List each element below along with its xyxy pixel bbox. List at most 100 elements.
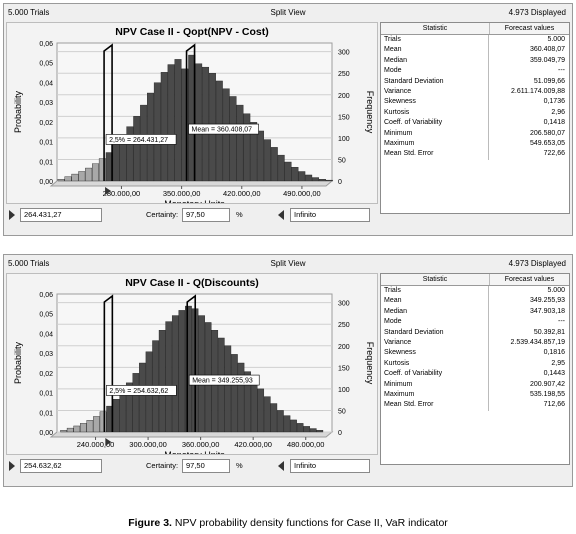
displayed-label: 4.973 Displayed [508,259,566,268]
histogram-bar [80,423,87,433]
histogram-bar [198,315,205,433]
statistic-name: Skewness [381,348,489,359]
statistic-name: Kurtosis [381,107,489,119]
statistics-row: Mode --- [381,66,569,77]
statistics-table: Statistic Forecast values Trials 5.000 Mea… [380,273,570,465]
histogram-bar [160,72,168,182]
percent-label: % [236,210,243,219]
left-tick-label: 0,01 [39,140,53,147]
histogram-bar [325,179,333,182]
x-tick-label: 280.000,00 [103,189,141,198]
left-tick-label: 0,03 [39,351,53,358]
statistic-name: Maximum [381,389,489,401]
histogram-bar [244,371,251,433]
right-tick-label: 200 [338,344,350,351]
statistics-row: Median 359.049,79 [381,55,569,67]
statistic-value: 0,1816 [543,349,565,357]
right-tick-label: 150 [338,114,350,121]
forecast-values-column-header: Forecast values [504,25,555,32]
split-view-label[interactable]: Split View [270,259,306,268]
histogram-bar [71,173,79,182]
split-view-label[interactable]: Split View [270,8,306,17]
statistic-value: 2.539.434.857,19 [510,338,566,346]
right-grabber-icon[interactable] [278,461,284,471]
right-tick-label: 50 [338,157,346,164]
statistic-name: Variance [381,337,489,349]
chart-title: NPV Case II - Qopt(NPV - Cost) [115,26,268,38]
statistic-column-header: Statistic [381,23,490,34]
statistic-value: 722,66 [543,150,565,158]
mean-marker [186,294,197,432]
certainty-input[interactable]: 97,50 [182,208,230,222]
histogram-bar [178,310,186,433]
cutoff-annotation-text: 2,5% = 254.632,62 [109,388,168,395]
statistics-row: Skewness 0,1816 [381,348,569,359]
histogram-bar [290,419,297,433]
statistic-name: Standard Deviation [381,76,489,87]
histogram-bar [133,116,141,182]
histogram-bar [195,63,203,182]
mean-annotation-text: Mean = 360.408,07 [192,127,253,134]
displayed-label: 4.973 Displayed [508,8,566,17]
statistics-rows: Trials 5.000 Mean 360.408,07 Median 359.049,7… [381,35,569,160]
left-tick-label: 0,02 [39,371,53,378]
statistic-value: 50.392,81 [533,328,565,336]
certainty-input[interactable]: 97,50 [182,459,230,473]
histogram-bar [309,428,317,433]
statistic-name: Median [381,55,489,67]
left-tick-label: 0,01 [39,159,53,166]
lower-bound-input[interactable]: 254.632,62 [20,459,102,473]
statistic-name: Mean [381,296,489,307]
lower-bound-input[interactable]: 264.431,27 [20,208,102,222]
certainty-label: Certainty: [146,461,179,470]
left-grabber-icon[interactable] [9,210,15,220]
upper-bound-input[interactable]: Infinito [290,459,370,473]
histogram-bar [236,104,244,182]
left-tick-label: 0,00 [39,430,53,437]
cutoff-annotation-text: 2,5% = 264.431,27 [109,137,168,144]
right-tick-label: 250 [338,322,350,329]
histogram-bar [78,171,86,182]
left-grabber-icon[interactable] [9,461,15,471]
statistics-row: Coeff. of Variability 0,1418 [381,118,569,129]
statistics-row: Mean 349.255,93 [381,296,569,307]
histogram-bar [296,423,304,433]
right-tick-label: 100 [338,387,350,394]
forecast-values-column-header: Forecast values [504,276,555,283]
statistics-rows: Trials 5.000 Mean 349.255,93 Median 347.903,1… [381,286,569,411]
right-grabber-icon[interactable] [278,210,284,220]
upper-bound-input[interactable]: Infinito [290,208,370,222]
statistic-name: Minimum [381,128,489,139]
statistics-row: Mean 360.408,07 [381,45,569,56]
statistics-row: Mean Std. Error 712,66 [381,400,569,411]
statistics-row: Trials 5.000 [381,35,569,46]
right-tick-label: 300 [338,301,350,308]
histogram-bar [298,171,306,182]
histogram-bar [153,82,161,182]
histogram-bar [57,179,65,182]
statistics-header: Statistic Forecast values [381,274,569,286]
statistics-header: Statistic Forecast values [381,23,569,35]
histogram-bar [167,64,175,182]
statistics-table: Statistic Forecast values Trials 5.000 Mea… [380,22,570,214]
cutoff-marker [103,43,113,181]
statistic-name: Minimum [381,379,489,390]
statistic-value: 347.903,18 [529,307,565,315]
certainty-bar: 254.632,62 Certainty: 97,50 % Infinito [6,457,378,475]
statistics-row: Minimum 206.580,07 [381,128,569,139]
histogram-bar [185,305,192,433]
statistic-name: Mean [381,45,489,56]
histogram-bar [305,174,313,182]
x-tick-label: 300.000,00 [129,440,167,449]
histogram-bar [257,130,265,182]
statistic-value: 712,66 [543,401,565,409]
statistic-column-header: Statistic [381,274,490,285]
histogram-bar [139,362,146,433]
panel-toolbar: 5.000 Trials Split View 4.973 Displayed [4,4,572,22]
statistic-value: 2,95 [551,359,565,367]
y-axis-title-left: Probability [13,341,23,384]
histogram-bar [171,315,179,433]
histogram-bar [263,396,271,433]
mean-marker [185,43,196,181]
mean-annotation-box [188,374,260,386]
